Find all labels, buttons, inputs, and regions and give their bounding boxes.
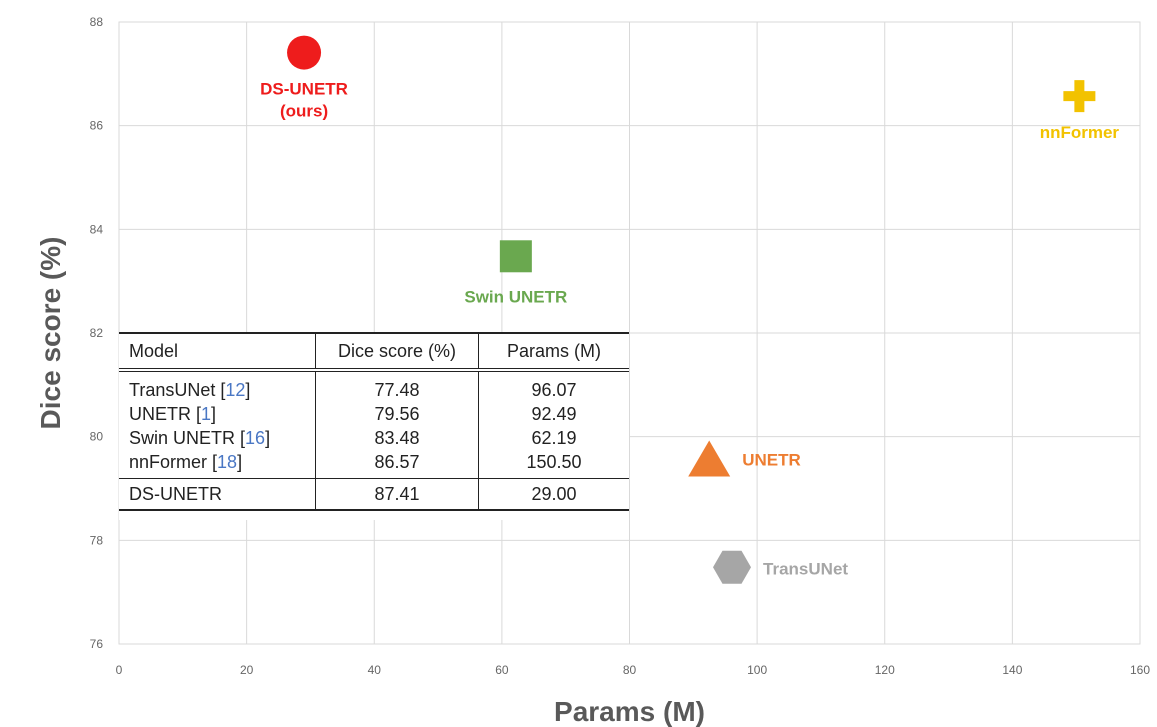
x-tick-label: 100 [747, 663, 767, 677]
table-header-dice: Dice score (%) [315, 332, 479, 372]
y-tick-label: 82 [90, 326, 104, 340]
data-point-marker [499, 240, 532, 273]
model-name: TransUNet [129, 380, 216, 400]
y-tick-label: 84 [90, 222, 104, 236]
model-name: Swin UNETR [129, 428, 236, 448]
data-point-marker [688, 440, 731, 477]
table-cell-model: UNETR [1] [129, 404, 217, 424]
data-point-label: nnFormer [1040, 123, 1120, 142]
x-tick-label: 20 [240, 663, 254, 677]
table-cell-model: nnFormer [18] [129, 452, 243, 472]
x-tick-label: 140 [1002, 663, 1022, 677]
x-axis-title: Params (M) [554, 696, 705, 727]
model-name: UNETR [129, 404, 191, 424]
table-cell-dice: 79.56 [315, 402, 479, 426]
x-tick-label: 80 [623, 663, 637, 677]
table-cell-dice: 87.41 [315, 478, 479, 511]
table-row: nnFormer [18] 86.57 150.50 [119, 450, 629, 479]
table-cell-dice: 77.48 [315, 370, 479, 402]
y-tick-label: 88 [90, 15, 104, 29]
data-point-label: (ours) [280, 102, 328, 121]
table-header-model: Model [119, 332, 316, 372]
comparison-table: Model Dice score (%) Params (M) TransUNe… [119, 332, 629, 520]
data-point-marker [713, 550, 751, 584]
x-tick-label: 160 [1130, 663, 1150, 677]
table-row: Swin UNETR [16] 83.48 62.19 [119, 426, 629, 450]
table-cell-model: TransUNet [12] [129, 380, 251, 400]
table-cell-model: Swin UNETR [16] [129, 428, 271, 448]
citation-link[interactable]: 12 [225, 380, 246, 400]
table-row-ours: DS-UNETR 87.41 29.00 [119, 478, 629, 511]
data-point-label: Swin UNETR [464, 287, 567, 306]
citation-link[interactable]: 18 [217, 452, 238, 472]
table-header-params: Params (M) [478, 332, 629, 372]
data-point-label: TransUNet [763, 559, 848, 578]
y-tick-label: 78 [90, 533, 104, 547]
data-point-marker [287, 35, 322, 70]
table-cell-params: 96.07 [478, 370, 629, 402]
table-row: TransUNet [12] 77.48 96.07 [119, 370, 629, 402]
x-tick-label: 40 [368, 663, 382, 677]
y-tick-label: 86 [90, 119, 104, 133]
y-tick-label: 80 [90, 430, 104, 444]
table-cell-params: 62.19 [478, 426, 629, 450]
data-point-label: DS-UNETR [260, 80, 348, 99]
table-cell-dice: 83.48 [315, 426, 479, 450]
y-axis-title: Dice score (%) [35, 237, 66, 430]
table-cell-dice: 86.57 [315, 450, 479, 479]
table-cell-params: 150.50 [478, 450, 629, 479]
table-row: UNETR [1] 79.56 92.49 [119, 402, 629, 426]
citation-link[interactable]: 16 [245, 428, 266, 448]
comparison-table-grid: Model Dice score (%) Params (M) TransUNe… [119, 332, 629, 511]
table-cell-params: 92.49 [478, 402, 629, 426]
data-point-marker [1063, 80, 1096, 113]
x-tick-label: 0 [116, 663, 123, 677]
table-cell-model: DS-UNETR [119, 478, 316, 511]
table-header-row: Model Dice score (%) Params (M) [119, 332, 629, 372]
x-tick-label: 120 [875, 663, 895, 677]
model-name: nnFormer [129, 452, 208, 472]
y-tick-label: 76 [90, 637, 104, 651]
x-tick-label: 60 [495, 663, 509, 677]
table-cell-params: 29.00 [478, 478, 629, 511]
citation-link[interactable]: 1 [201, 404, 212, 424]
data-point-label: UNETR [742, 450, 801, 469]
